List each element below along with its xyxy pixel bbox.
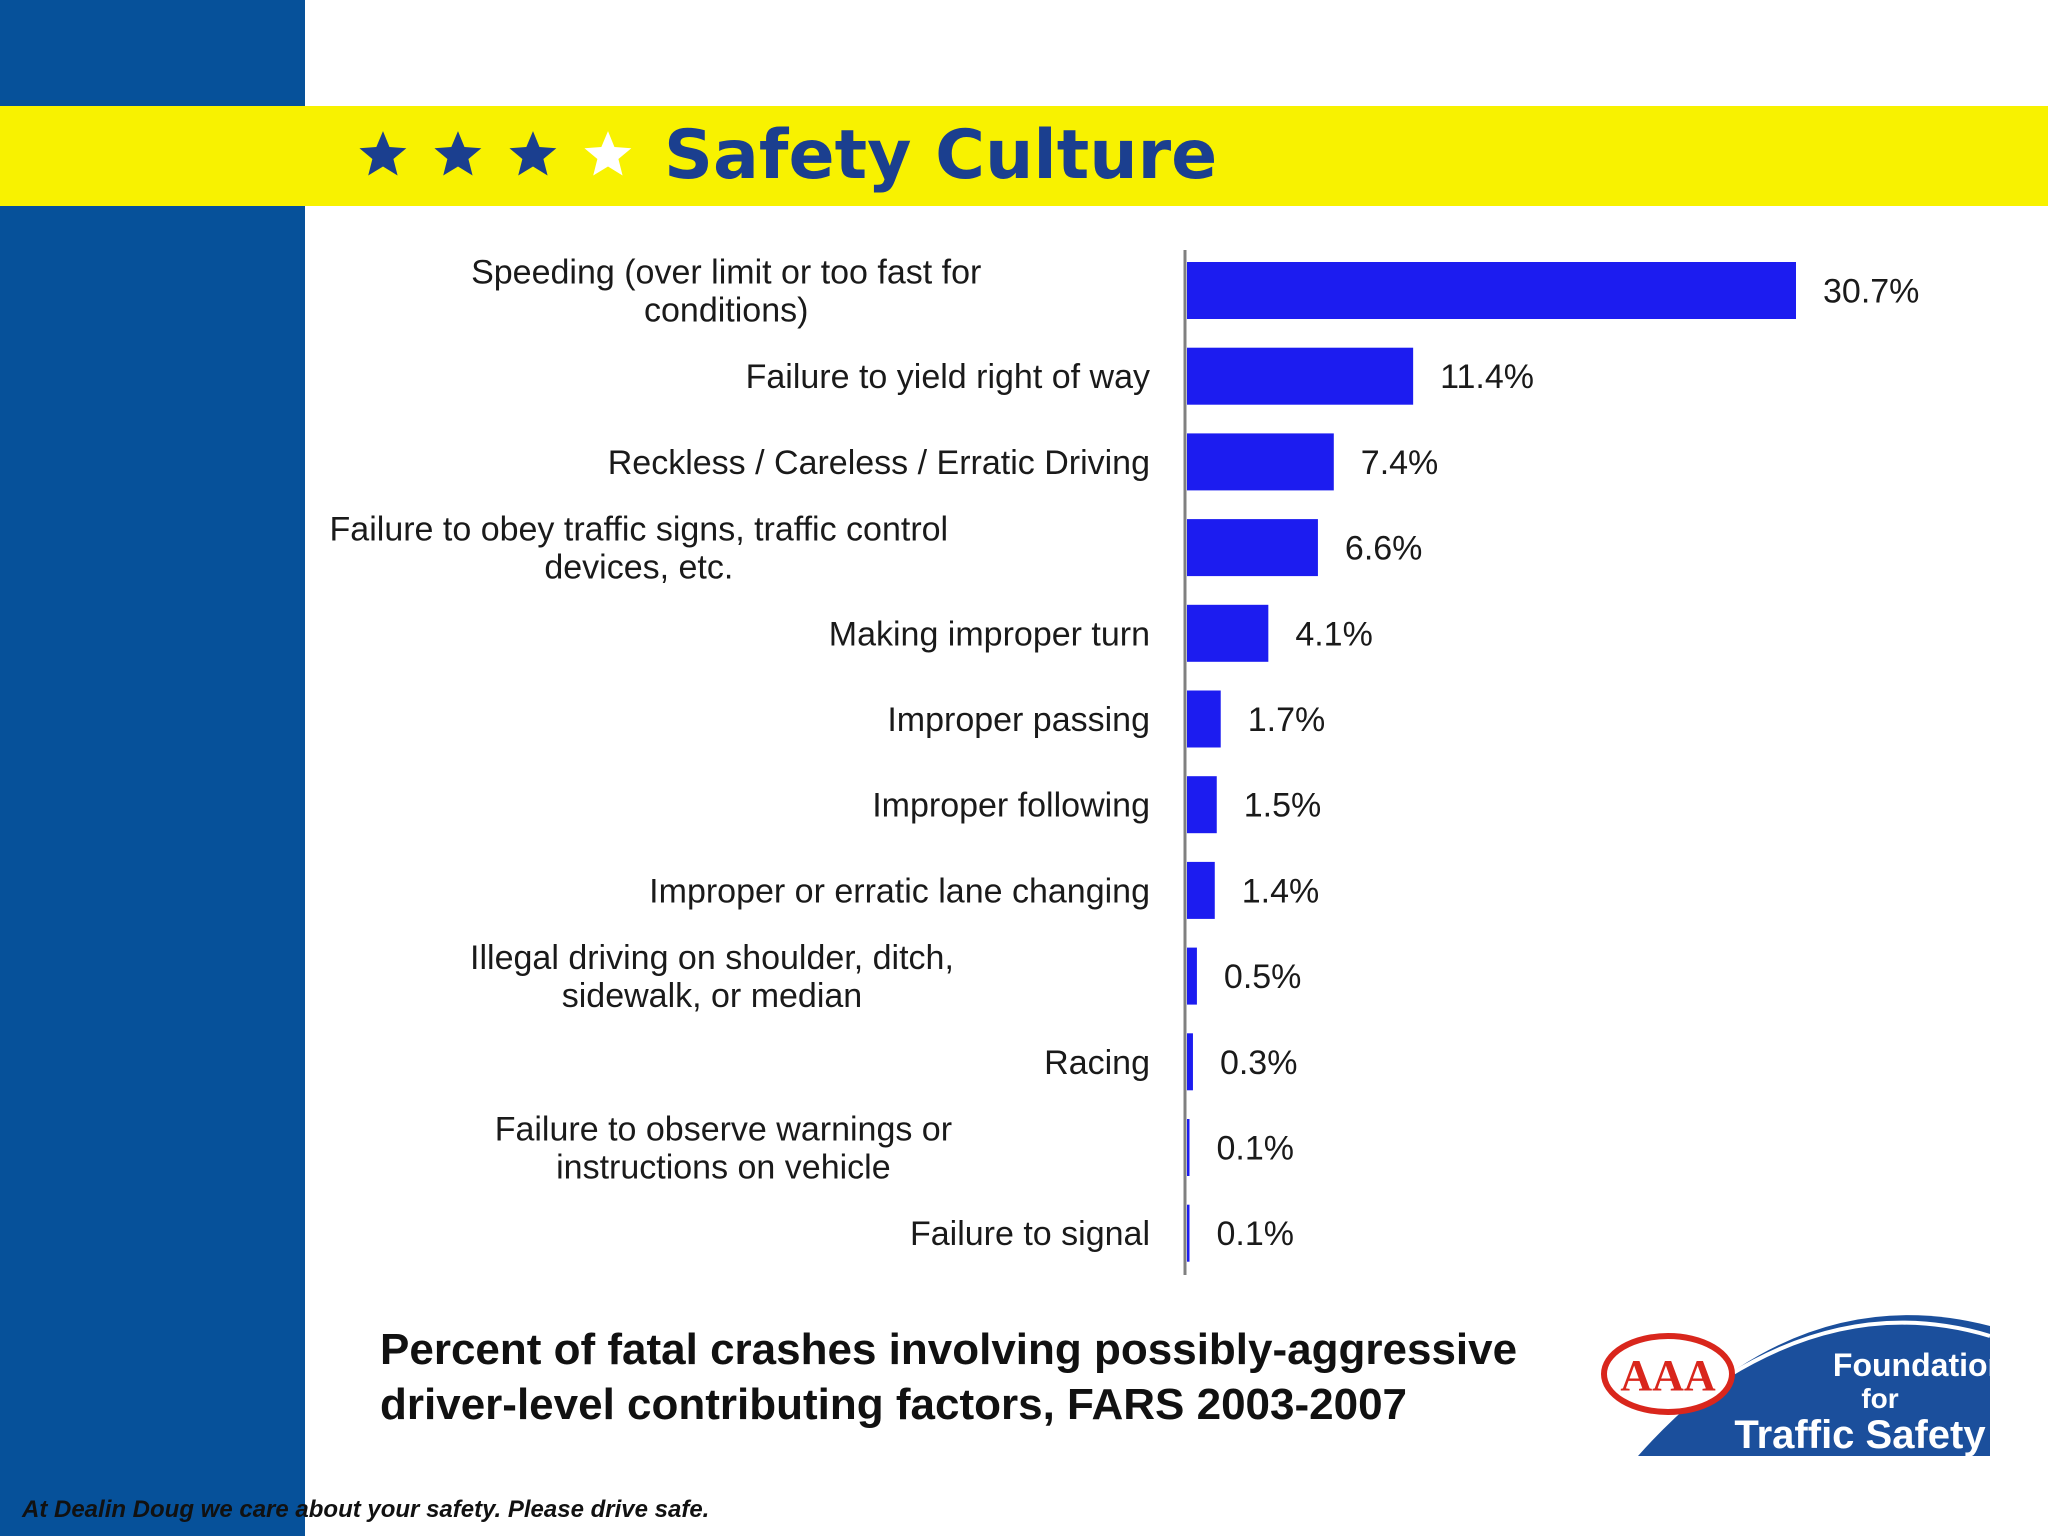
- bar: [1187, 1204, 1190, 1262]
- bar: [1187, 347, 1414, 405]
- category-label: Failure to observe warnings or instructio…: [495, 1111, 952, 1187]
- data-label: 1.4%: [1242, 872, 1320, 910]
- category-label: Making improper turn: [829, 615, 1150, 653]
- bar: [1187, 433, 1334, 491]
- chart-caption: Percent of fatal crashes involving possi…: [380, 1325, 1518, 1429]
- category-label-line: Failure to yield right of way: [746, 358, 1150, 396]
- star-icon: [584, 131, 632, 176]
- bar: [1187, 1119, 1190, 1176]
- category-label: Improper passing: [887, 701, 1150, 739]
- logo-line-traffic-safety: Traffic Safety: [1734, 1413, 1986, 1457]
- aaa-foundation-logo: AAA Foundation for Traffic Safety: [1601, 1315, 1998, 1457]
- data-label: 1.7%: [1248, 701, 1326, 739]
- category-label-line: Improper following: [872, 787, 1150, 825]
- category-label-line: Failure to signal: [910, 1215, 1150, 1253]
- data-label: 1.5%: [1244, 787, 1322, 825]
- category-label-line: Illegal driving on shoulder, ditch,: [470, 939, 954, 977]
- bar-chart: 30.7% Speeding (over limit or too fast fo…: [330, 250, 1919, 1275]
- category-label: Failure to obey traffic signs, traffic c…: [330, 511, 949, 587]
- bar: [1187, 861, 1215, 919]
- data-label: 4.1%: [1295, 615, 1373, 653]
- logo-aaa-oval-icon: [1601, 1333, 1735, 1415]
- bar: [1187, 604, 1269, 662]
- data-label: 7.4%: [1361, 444, 1439, 482]
- bar: [1187, 262, 1796, 319]
- category-label-line: Making improper turn: [829, 615, 1150, 653]
- category-label-line: Reckless / Careless / Erratic Driving: [608, 444, 1150, 482]
- bar: [1187, 776, 1217, 834]
- category-label: Speeding (over limit or too fast for cond…: [471, 254, 981, 330]
- data-label: 11.4%: [1440, 358, 1534, 396]
- bars-layer: 30.7% Speeding (over limit or too fast fo…: [330, 254, 1919, 1262]
- bar: [1187, 947, 1197, 1005]
- bar: [1187, 519, 1318, 577]
- category-label-line: conditions): [644, 292, 808, 330]
- data-label: 0.1%: [1217, 1215, 1295, 1253]
- page-title: Safety Culture: [664, 116, 1218, 195]
- category-label-line: Improper passing: [887, 701, 1150, 739]
- star-icon: [509, 131, 557, 176]
- logo-line-foundation: Foundation: [1833, 1347, 1998, 1383]
- category-label: Improper following: [872, 787, 1150, 825]
- logo-aaa-text: AAA: [1620, 1351, 1716, 1400]
- category-label: Racing: [1044, 1044, 1150, 1082]
- footer-note: At Dealin Doug we care about your safety…: [22, 1496, 710, 1523]
- bar: [1187, 1033, 1193, 1091]
- category-label-line: devices, etc.: [544, 549, 733, 587]
- data-label: 0.1%: [1217, 1130, 1295, 1168]
- bar: [1187, 690, 1221, 748]
- category-label-line: Speeding (over limit or too fast for: [471, 254, 981, 292]
- data-label: 0.5%: [1224, 958, 1302, 996]
- category-label-line: Improper or erratic lane changing: [649, 872, 1150, 910]
- category-label-line: instructions on vehicle: [556, 1149, 891, 1187]
- star-icon: [359, 131, 407, 176]
- category-label-line: Failure to obey traffic signs, traffic c…: [330, 511, 949, 549]
- category-label: Reckless / Careless / Erratic Driving: [608, 444, 1150, 482]
- category-label-line: Racing: [1044, 1044, 1150, 1082]
- category-label: Improper or erratic lane changing: [649, 872, 1150, 910]
- category-label-line: Failure to observe warnings or: [495, 1111, 952, 1149]
- logo-arc-icon: [1726, 1320, 1991, 1378]
- category-label: Failure to yield right of way: [746, 358, 1150, 396]
- logo-swoosh-icon: [1638, 1315, 1990, 1456]
- data-label: 0.3%: [1220, 1044, 1298, 1082]
- category-label-line: sidewalk, or median: [562, 977, 862, 1015]
- header-band: [0, 106, 2048, 206]
- data-label: 30.7%: [1823, 273, 1919, 311]
- category-label: Failure to signal: [910, 1215, 1150, 1253]
- left-color-band: [0, 0, 305, 1536]
- logo-line-for: for: [1861, 1383, 1898, 1414]
- star-icon: [434, 131, 482, 176]
- category-label: Illegal driving on shoulder, ditch, sidew…: [470, 939, 954, 1015]
- data-label: 6.6%: [1345, 530, 1423, 568]
